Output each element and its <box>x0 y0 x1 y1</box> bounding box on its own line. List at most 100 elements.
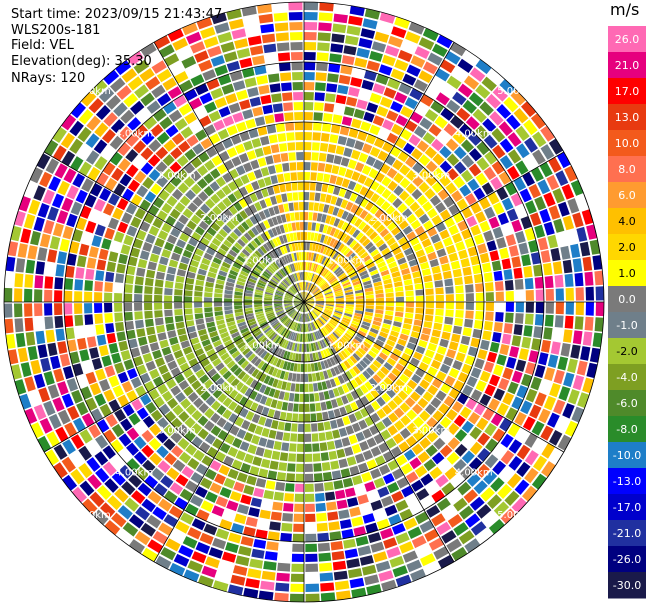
range-gate <box>304 192 310 201</box>
range-gate <box>548 138 563 155</box>
range-gate <box>335 308 344 313</box>
range-gate <box>338 187 347 198</box>
range-gate <box>405 169 418 181</box>
range-gate <box>499 247 510 259</box>
range-gate <box>395 296 404 302</box>
range-gate <box>369 146 381 158</box>
range-gate <box>315 304 324 308</box>
range-gate <box>437 554 454 569</box>
range-gate <box>308 202 314 211</box>
range-gate <box>337 208 345 218</box>
range-gate <box>304 303 308 312</box>
range-gate <box>362 450 374 461</box>
range-gate <box>378 243 388 252</box>
range-gate <box>359 360 368 369</box>
range-gate <box>550 247 561 262</box>
range-gate <box>379 331 388 339</box>
range-gate <box>314 253 320 262</box>
range-gate <box>390 383 401 394</box>
range-gate <box>360 407 369 418</box>
range-gate <box>482 262 492 273</box>
range-gate <box>311 310 318 318</box>
range-gate <box>322 411 329 421</box>
range-gate <box>325 400 333 410</box>
range-gate <box>455 285 464 294</box>
range-gate <box>556 152 571 169</box>
range-gate <box>415 345 426 355</box>
range-gate <box>515 302 524 313</box>
range-gate <box>277 562 291 572</box>
range-gate <box>321 284 330 290</box>
range-gate <box>397 257 407 265</box>
range-gate <box>315 264 321 273</box>
range-gate <box>492 460 507 475</box>
range-gate <box>524 313 534 325</box>
range-gate <box>315 352 320 361</box>
range-gate <box>470 202 482 214</box>
range-gate <box>311 433 319 442</box>
range-gate <box>395 291 404 297</box>
range-gate <box>435 390 447 402</box>
range-gate <box>305 303 312 310</box>
range-gate <box>349 577 365 589</box>
range-gate <box>291 373 297 382</box>
range-gate <box>316 62 328 72</box>
range-gate <box>365 201 374 211</box>
range-gate <box>386 339 396 347</box>
range-gate <box>511 396 524 410</box>
range-gate <box>360 324 370 331</box>
range-gate <box>496 237 507 249</box>
range-gate <box>335 293 344 297</box>
range-gate <box>531 473 547 490</box>
range-gate <box>335 297 344 301</box>
range-gate <box>493 364 504 377</box>
range-gate <box>412 325 422 333</box>
range-gate <box>510 89 526 106</box>
range-gate <box>461 450 475 464</box>
range-gate <box>315 298 324 301</box>
range-gate <box>316 277 323 285</box>
range-gate <box>381 188 392 199</box>
range-gate <box>384 504 398 517</box>
range-gate <box>315 305 323 310</box>
range-gate <box>304 334 307 342</box>
range-gate <box>433 241 444 251</box>
range-gate <box>516 385 529 399</box>
range-gate <box>429 466 443 480</box>
range-gate <box>305 282 309 291</box>
range-gate <box>343 45 357 56</box>
range-gate <box>405 290 414 297</box>
range-gate <box>480 339 490 351</box>
range-gate <box>525 362 536 375</box>
range-gate <box>299 393 304 402</box>
range-gate <box>319 442 328 452</box>
range-gate <box>315 296 324 300</box>
range-gate <box>318 12 333 22</box>
range-gate <box>330 124 341 134</box>
range-gate <box>507 149 522 164</box>
range-gate <box>319 223 325 233</box>
range-gate <box>394 286 404 292</box>
range-gate <box>371 400 381 411</box>
range-gate <box>398 220 409 230</box>
range-gate <box>390 210 401 220</box>
range-gate <box>496 354 507 366</box>
range-gate <box>499 344 510 356</box>
range-gate <box>327 184 335 194</box>
range-gate <box>346 558 361 569</box>
colorbar-tick-label: -1.0 <box>616 319 637 332</box>
range-gate <box>306 300 314 302</box>
range-gate <box>382 274 391 281</box>
range-gate <box>317 361 323 371</box>
range-gate <box>305 323 308 332</box>
range-gate <box>570 344 581 359</box>
range-gate <box>314 102 324 111</box>
range-gate <box>358 235 368 244</box>
range-gate <box>325 297 334 300</box>
range-gate <box>436 497 451 511</box>
range-gate <box>341 210 349 220</box>
range-gate <box>383 319 392 325</box>
range-gate <box>461 139 475 153</box>
range-gate <box>309 322 314 331</box>
range-gate <box>414 385 426 396</box>
